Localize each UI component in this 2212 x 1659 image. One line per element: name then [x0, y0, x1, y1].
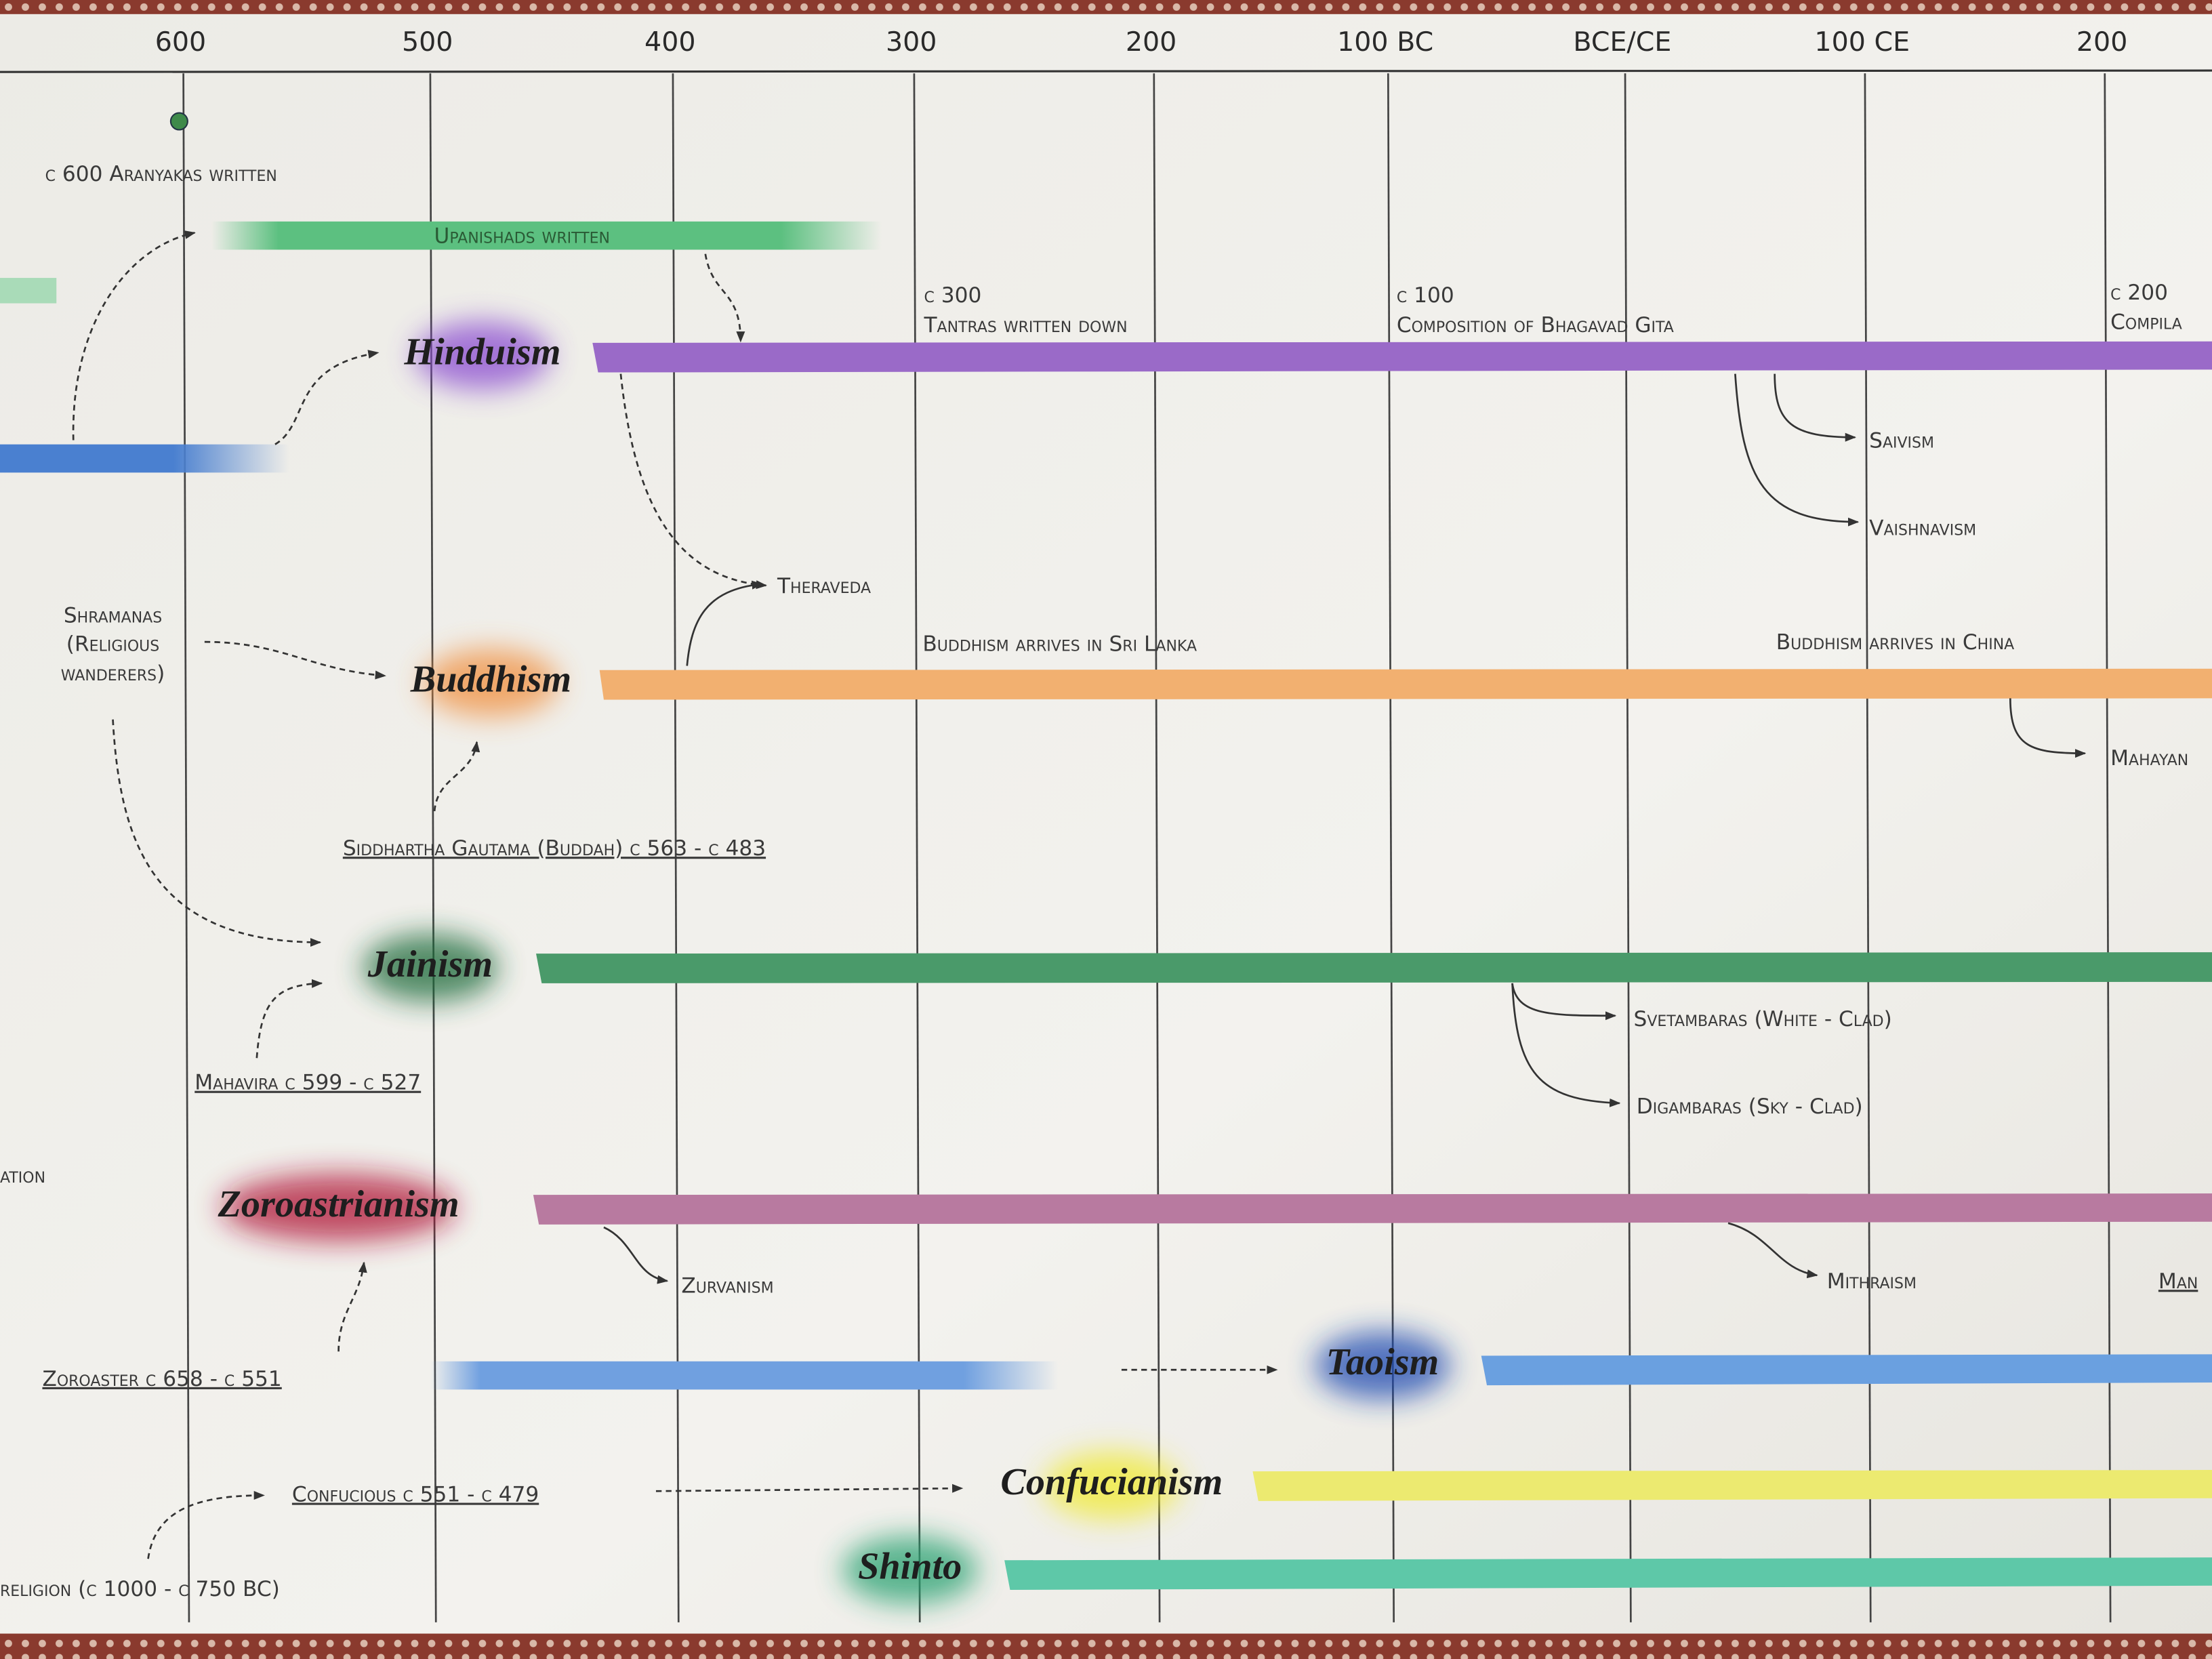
- bar-fragment: [0, 278, 57, 304]
- annotation: Theraveda: [777, 574, 871, 598]
- annotation: Confucious c 551 - c 479: [292, 1483, 539, 1507]
- annotation: Compila: [2110, 310, 2182, 335]
- annotation: Upanishads written: [434, 224, 609, 249]
- grid: [182, 73, 2112, 1622]
- annotation: religion (c 1000 - c 750 BC): [0, 1577, 280, 1601]
- annotation: c 300: [924, 283, 981, 308]
- religion-name: Buddhism: [410, 658, 571, 700]
- arrow: [72, 230, 196, 441]
- event-dot: [169, 112, 188, 131]
- era-label: 100 BC: [1337, 26, 1433, 58]
- era-label: 600: [155, 26, 206, 58]
- arrow: [255, 979, 323, 1059]
- annotation: (Religious: [66, 632, 159, 656]
- hinduism-bar: [592, 341, 2212, 373]
- arrows: [72, 230, 2087, 1559]
- era-label: 500: [402, 26, 453, 58]
- annotation: Svetambaras (White - Clad): [1634, 1007, 1892, 1031]
- arrow: [1734, 373, 1860, 527]
- annotation: Digambaras (Sky - Clad): [1637, 1094, 1863, 1119]
- annotation: Zoroaster c 658 - c 551: [42, 1367, 281, 1391]
- annotation: Saivism: [1869, 429, 1934, 453]
- religion-glow: [423, 649, 559, 717]
- annotation: Vaishnavism: [1869, 516, 1976, 541]
- annotation: wanderers): [61, 661, 165, 686]
- buddhism-bar: [599, 668, 2212, 700]
- religion-glow: [415, 321, 550, 390]
- arrow: [147, 1491, 265, 1559]
- religion-glow: [1044, 1452, 1180, 1519]
- annotation: Buddhism arrives in China: [1776, 630, 2014, 655]
- annotation: Man: [2158, 1269, 2198, 1294]
- shinto-bar: [1004, 1557, 2212, 1590]
- annotation: Zurvanism: [681, 1273, 773, 1298]
- arrow: [704, 253, 745, 343]
- annotation: Mithraism: [1827, 1269, 1917, 1294]
- era-label: 200: [2076, 26, 2127, 58]
- bars: [0, 221, 2212, 1590]
- bottom-border: [0, 1633, 2212, 1659]
- arrow: [1511, 983, 1617, 1021]
- arrow: [433, 741, 480, 812]
- religion-glow: [362, 934, 498, 1002]
- religion-name: Shinto: [858, 1546, 962, 1588]
- era-line: [182, 73, 190, 1622]
- arrow: [1511, 983, 1621, 1107]
- arrow: [112, 719, 322, 947]
- era-line: [1153, 73, 1161, 1622]
- annotation: c 100: [1397, 283, 1454, 308]
- annotation: c 600 Aranyakas written: [45, 162, 277, 186]
- annotation: Tantras written down: [923, 313, 1127, 337]
- religion-name: Confucianism: [1000, 1461, 1223, 1503]
- arrow: [2009, 698, 2087, 758]
- religion-glow: [1315, 1332, 1450, 1399]
- annotation: ation: [0, 1164, 45, 1188]
- religion-glow: [221, 1173, 456, 1242]
- religion-name: Taoism: [1326, 1341, 1439, 1383]
- era-label: 400: [644, 26, 695, 58]
- arrow: [1774, 373, 1856, 442]
- arrow: [1727, 1222, 1818, 1279]
- upanishads-bar: [211, 221, 882, 250]
- annotation: Buddhism arrives in Sri Lanka: [922, 632, 1197, 656]
- arrow: [655, 1483, 964, 1493]
- vedic-bar: [0, 444, 289, 473]
- era-label: 100 CE: [1814, 26, 1910, 58]
- jainism-bar: [536, 952, 2212, 983]
- annotation: Composition of Bhagavad Gita: [1397, 313, 1674, 337]
- annotation: Mahayan: [2110, 746, 2188, 771]
- religion-glow: [842, 1536, 978, 1604]
- axis-line: [0, 69, 2212, 73]
- religion-name: Zoroastrianism: [218, 1183, 459, 1225]
- taoism-bar: [1481, 1354, 2212, 1386]
- arrow: [619, 373, 767, 590]
- arrow: [337, 1261, 367, 1352]
- zoroaster-bar: [430, 1361, 1059, 1390]
- annotation: c 200: [2110, 281, 2168, 305]
- era-label: 300: [886, 26, 937, 58]
- top-border: [0, 0, 2212, 14]
- annotation: Siddhartha Gautama (Buddah) c 563 - c 48…: [343, 836, 766, 861]
- era-label: 200: [1126, 26, 1176, 58]
- arrow: [603, 1226, 669, 1284]
- annotation: Mahavira c 599 - c 527: [194, 1071, 421, 1095]
- confucianism-bar: [1252, 1470, 2212, 1501]
- religion-name: Jainism: [367, 943, 493, 985]
- era-label: BCE/CE: [1573, 26, 1671, 58]
- arrow: [274, 350, 380, 445]
- zoroastrianism-bar: [533, 1193, 2212, 1225]
- arrow: [204, 640, 386, 680]
- arrow: [686, 580, 763, 666]
- annotation: Shramanas: [64, 604, 162, 628]
- religion-name: Hinduism: [403, 331, 560, 373]
- labels: 600 500 400 300 200 100 BC BCE/CE 100 CE 200 Hind…: [0, 26, 2198, 1601]
